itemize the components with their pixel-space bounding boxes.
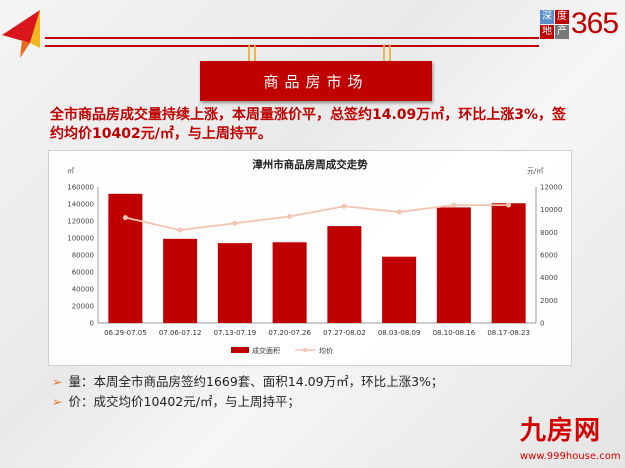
legend-label: 成交面积 [252,346,280,355]
bar [217,243,252,323]
brand-logo: 深 度 地 产 365 [540,7,619,40]
right-tick-label: 2000 [540,297,558,305]
category-label: 07.27-08.02 [323,329,366,337]
legend-bar-swatch [231,347,249,353]
paper-plane-icon [2,10,40,58]
price-point [177,227,183,233]
bar [327,226,362,323]
banner-hook [383,44,391,70]
left-tick-label: 40000 [72,286,94,294]
category-label: 07.13-07.19 [214,329,257,337]
category-label: 06.29-07.05 [104,329,147,337]
bullet-text: 量：本周全市商品房签约1669套、面积14.09万㎡，环比上涨3%； [68,374,444,389]
site-url: www.999house.com [520,451,621,462]
bullet-volume: ➢ 量：本周全市商品房签约1669套、面积14.09万㎡，环比上涨3%； [52,374,443,390]
chart-container: 漳州市商品房周成交走势 ㎡ 元/㎡ 0 20000 40000 60000 80000 1… [48,150,572,366]
category-label: 08.03-08.09 [378,329,421,337]
price-point [232,220,238,226]
chart-title: 漳州市商品房周成交走势 [252,158,368,171]
logo-char: 度 [555,9,569,24]
price-point [396,209,402,215]
category-label: 07.06-07.12 [159,329,202,337]
left-axis-unit: ㎡ [67,167,74,175]
section-banner: 商品房市场 [200,61,432,101]
price-point [451,202,457,208]
right-tick-label: 6000 [540,252,558,260]
bar [382,256,417,323]
bar [108,193,143,323]
legend-line-marker [303,348,307,352]
price-point [341,203,347,209]
left-tick-label: 60000 [72,269,94,277]
chart: 漳州市商品房周成交走势 ㎡ 元/㎡ 0200004000060000800001… [67,158,562,355]
bar [163,238,198,323]
left-tick-label: 0 [90,320,94,328]
price-point [506,202,512,208]
price-point [287,213,293,219]
right-tick-label: 4000 [540,274,558,282]
right-tick-label: 12000 [540,184,562,192]
bar [436,207,471,323]
price-line [125,204,509,231]
bullet-price: ➢ 价：成交均价10402元/㎡，与上周持平； [52,394,300,410]
logo-char: 地 [540,24,554,39]
banner-hook [248,44,256,70]
right-tick-label: 8000 [540,229,558,237]
left-tick-label: 20000 [72,303,94,311]
bar [491,203,526,323]
left-tick-label: 120000 [67,218,94,226]
price-point [122,215,128,221]
category-label: 08.17-08.23 [487,329,530,337]
arrow-icon: ➢ [52,374,63,389]
arrow-icon: ➢ [52,394,63,409]
logo-char: 深 [540,9,554,24]
right-tick-label: 0 [540,320,544,328]
left-tick-label: 160000 [67,184,94,192]
logo-char: 产 [555,24,569,39]
category-label: 08.10-08.16 [433,329,476,337]
logo-number: 365 [571,7,619,40]
legend-label: 均价 [319,346,333,355]
header-rail [45,37,539,47]
right-axis-unit: 元/㎡ [527,167,543,175]
site-logo: 九房网 [520,416,602,446]
category-label: 07.20-07.26 [268,329,311,337]
left-tick-label: 80000 [72,252,94,260]
left-tick-label: 100000 [67,235,94,243]
bullet-text: 价：成交均价10402元/㎡，与上周持平； [68,394,300,409]
left-tick-label: 140000 [67,201,94,209]
right-tick-label: 10000 [540,206,562,214]
headline: 全市商品房成交量持续上涨，本周量涨价平，总签约14.09万㎡，环比上涨3%，签约… [50,107,567,142]
bar [272,242,307,323]
